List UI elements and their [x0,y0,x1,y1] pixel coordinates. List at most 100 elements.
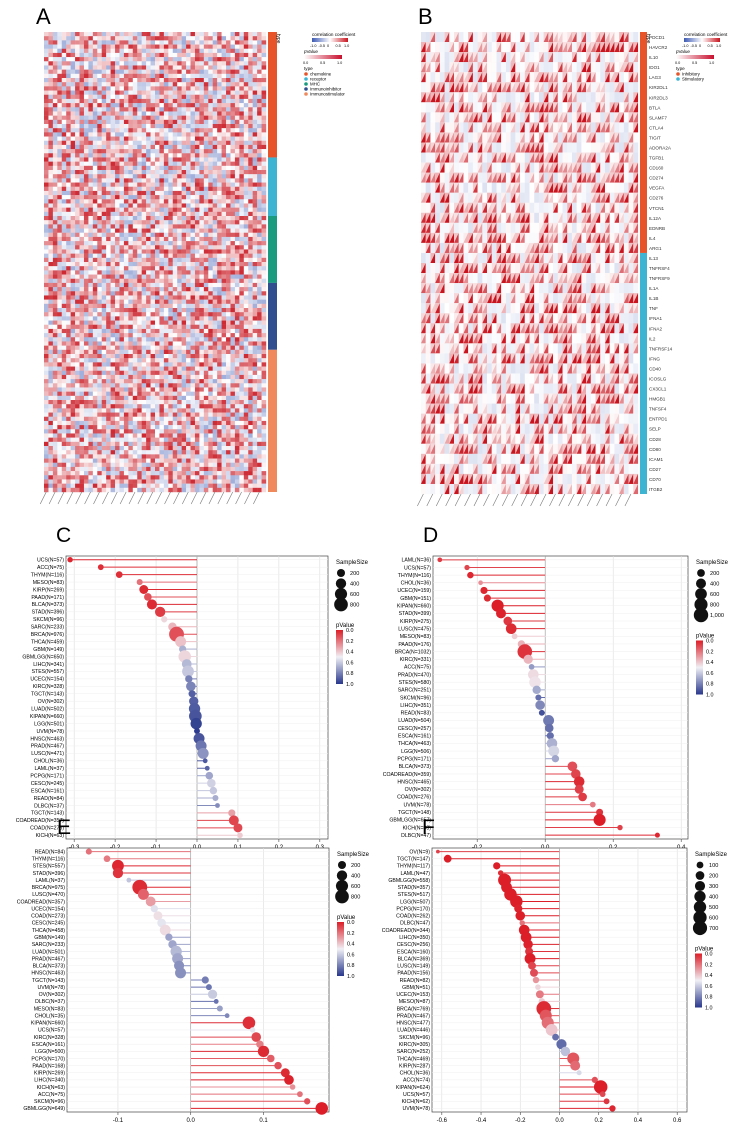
heatmap-cell [261,362,267,367]
heatmap-cell [168,245,173,250]
heatmap-cell [221,136,227,141]
heatmap-cell [230,103,236,108]
heatmap-cell [75,107,80,112]
heatmap-cell [92,400,98,405]
heatmap-cell [61,157,67,162]
heatmap-cell [194,195,200,200]
heatmap-cell [172,341,178,346]
heatmap-cell [44,178,49,183]
heatmap-cell [155,190,160,196]
heatmap-cell [252,374,258,380]
heatmap-cell [146,429,151,434]
heatmap-cell [234,186,240,192]
heatmap-cell [159,115,165,121]
heatmap-cell [217,211,222,217]
heatmap-cell [194,437,200,443]
heatmap-cell [212,73,218,79]
heatmap-cell [70,429,76,434]
heatmap-cell [97,262,102,267]
heatmap-cell [155,328,160,334]
heatmap-cell [132,320,138,325]
heatmap-cell [110,140,116,146]
heatmap-cell [177,228,182,233]
heatmap-cell [181,366,187,371]
heatmap-cell [75,128,80,133]
heatmap-cell [48,98,54,104]
heatmap-cell [106,186,111,192]
heatmap-cell [243,408,249,413]
heatmap-cell [110,433,116,438]
heatmap-cell [257,312,262,317]
heatmap-cell [217,220,222,225]
heatmap-cell [119,182,125,187]
heatmap-cell [106,232,111,238]
heatmap-cell [128,174,133,179]
heatmap-cell [261,82,267,87]
heatmap-cell [261,299,267,305]
heatmap-cell [252,65,258,70]
heatmap-cell [141,433,147,438]
heatmap-cell [248,433,253,438]
heatmap-cell [199,69,205,75]
heatmap-cell [57,366,62,371]
heatmap-cell [79,211,85,217]
heatmap-cell [221,383,227,388]
heatmap-cell [261,119,267,125]
heatmap-cell [132,312,138,317]
heatmap-cell [168,282,173,288]
heatmap-cell [119,136,125,141]
heatmap-cell [243,404,249,409]
heatmap-cell [132,165,138,171]
heatmap-cell [123,232,129,238]
heatmap-cell [48,144,54,150]
heatmap-cell [230,383,236,388]
heatmap-cell [57,437,62,443]
heatmap-cell [57,282,62,288]
heatmap-cell [199,78,205,83]
heatmap-cell [75,387,80,392]
heatmap-cell [155,362,160,367]
heatmap-cell [194,115,200,121]
heatmap-cell [137,420,142,426]
heatmap-cell [61,140,67,146]
heatmap-cell [203,266,209,271]
heatmap-cell [110,203,116,208]
heatmap-cell [155,446,160,451]
heatmap-cell [61,324,67,330]
heatmap-cell [243,241,249,246]
heatmap-cell [261,366,267,371]
heatmap-cell [203,186,209,192]
heatmap-cell [261,170,267,175]
heatmap-cell [221,216,227,221]
heatmap-cell [208,441,213,447]
heatmap-cell [230,94,236,100]
heatmap-cell [194,190,200,196]
heatmap-cell [119,57,125,62]
heatmap-cell [163,190,169,196]
heatmap-cell [101,69,107,75]
heatmap-cell [115,379,120,384]
heatmap-cell [101,140,107,146]
heatmap-cell [48,366,54,371]
heatmap-cell [248,161,253,167]
heatmap-cell [168,111,173,116]
heatmap-cell [66,90,71,95]
heatmap-cell [66,44,71,49]
heatmap-cell [115,395,120,401]
heatmap-cell [194,94,200,100]
heatmap-cell [106,291,111,296]
heatmap-cell [106,425,111,430]
heatmap-cell [243,437,249,443]
heatmap-cell [97,44,102,49]
heatmap-cell [57,387,62,392]
heatmap-cell [110,98,116,104]
heatmap-cell [261,178,267,183]
heatmap-cell [132,387,138,392]
heatmap-cell [257,153,262,158]
heatmap-cell [128,220,133,225]
heatmap-cell [128,408,133,413]
heatmap-cell [177,140,182,146]
heatmap-cell [163,324,169,330]
heatmap-cell [106,195,111,200]
heatmap-cell [146,308,151,313]
